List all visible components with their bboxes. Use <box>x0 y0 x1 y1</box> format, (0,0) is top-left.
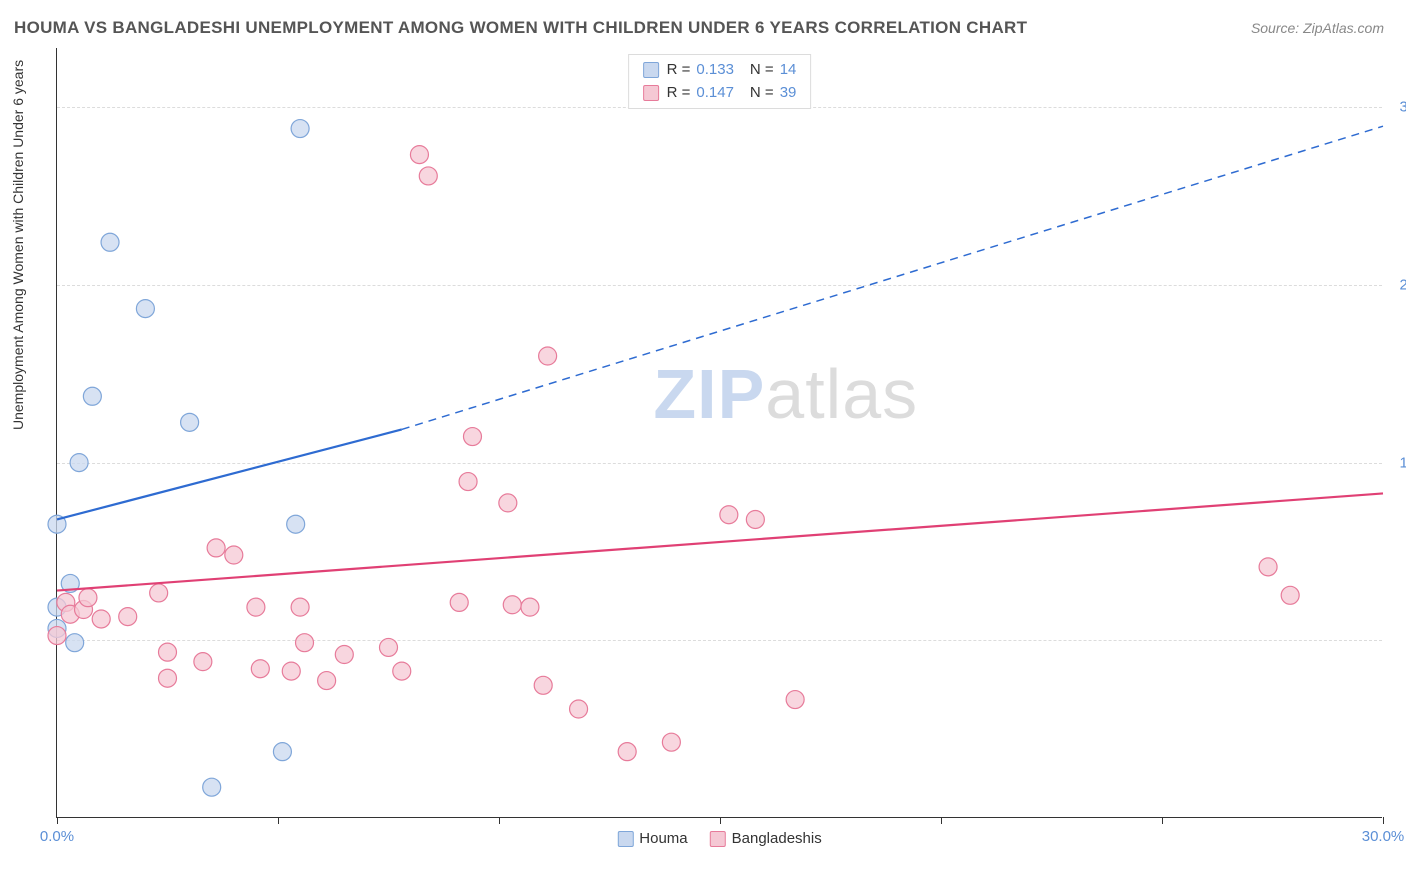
data-point <box>539 347 557 365</box>
swatch-bangladeshis-bottom <box>710 831 726 847</box>
x-tick <box>720 817 721 824</box>
y-tick-label: 22.5% <box>1387 276 1406 293</box>
data-point <box>499 494 517 512</box>
legend-label-houma: Houma <box>639 830 687 847</box>
data-point <box>410 146 428 164</box>
x-tick-label: 0.0% <box>40 828 74 845</box>
regression-line-extrapolated <box>402 126 1383 429</box>
data-point <box>194 653 212 671</box>
x-tick <box>499 817 500 824</box>
data-point <box>225 546 243 564</box>
regression-line <box>57 493 1383 590</box>
data-point <box>92 610 110 628</box>
data-point <box>282 662 300 680</box>
r-value-houma: 0.133 <box>696 59 734 82</box>
data-point <box>459 473 477 491</box>
swatch-houma <box>643 62 659 78</box>
y-axis-label: Unemployment Among Women with Children U… <box>10 60 26 430</box>
data-point <box>380 638 398 656</box>
data-point <box>318 672 336 690</box>
legend-label-bangladeshis: Bangladeshis <box>732 830 822 847</box>
data-point <box>136 300 154 318</box>
r-value-bangladeshis: 0.147 <box>696 82 734 105</box>
x-tick <box>1162 817 1163 824</box>
r-label: R = <box>667 82 691 105</box>
y-tick-label: 15.0% <box>1387 454 1406 471</box>
data-point <box>66 634 84 652</box>
n-value-bangladeshis: 39 <box>780 82 797 105</box>
data-point <box>203 778 221 796</box>
legend-item-houma: Houma <box>617 830 687 847</box>
x-tick <box>57 817 58 824</box>
data-point <box>181 413 199 431</box>
n-value-houma: 14 <box>780 59 797 82</box>
x-tick <box>1383 817 1384 824</box>
chart-title: HOUMA VS BANGLADESHI UNEMPLOYMENT AMONG … <box>14 18 1027 38</box>
data-point <box>159 669 177 687</box>
series-legend: Houma Bangladeshis <box>617 830 821 847</box>
data-point <box>618 743 636 761</box>
data-point <box>393 662 411 680</box>
chart-svg <box>57 48 1382 817</box>
data-point <box>150 584 168 602</box>
x-tick <box>941 817 942 824</box>
data-point <box>335 646 353 664</box>
data-point <box>70 454 88 472</box>
legend-item-bangladeshis: Bangladeshis <box>710 830 822 847</box>
data-point <box>419 167 437 185</box>
data-point <box>570 700 588 718</box>
data-point <box>83 387 101 405</box>
data-point <box>296 634 314 652</box>
data-point <box>287 515 305 533</box>
r-label: R = <box>667 59 691 82</box>
data-point <box>746 510 764 528</box>
y-tick-label: 7.5% <box>1387 632 1406 649</box>
data-point <box>159 643 177 661</box>
data-point <box>291 598 309 616</box>
data-point <box>251 660 269 678</box>
data-point <box>207 539 225 557</box>
swatch-houma-bottom <box>617 831 633 847</box>
x-tick-label: 30.0% <box>1362 828 1405 845</box>
data-point <box>119 608 137 626</box>
data-point <box>463 428 481 446</box>
correlation-legend: R = 0.133 N = 14 R = 0.147 N = 39 <box>628 54 812 109</box>
n-label: N = <box>750 59 774 82</box>
data-point <box>534 676 552 694</box>
data-point <box>503 596 521 614</box>
plot-area: ZIPatlas R = 0.133 N = 14 R = 0.147 N = … <box>56 48 1382 818</box>
source-attribution: Source: ZipAtlas.com <box>1251 20 1384 36</box>
y-tick-label: 30.0% <box>1387 99 1406 116</box>
data-point <box>662 733 680 751</box>
regression-line <box>57 429 402 519</box>
x-tick <box>278 817 279 824</box>
data-point <box>1281 586 1299 604</box>
data-point <box>291 120 309 138</box>
n-label: N = <box>750 82 774 105</box>
data-point <box>273 743 291 761</box>
data-point <box>786 691 804 709</box>
data-point <box>1259 558 1277 576</box>
legend-row-bangladeshis: R = 0.147 N = 39 <box>643 82 797 105</box>
data-point <box>521 598 539 616</box>
data-point <box>450 593 468 611</box>
data-point <box>48 627 66 645</box>
data-point <box>720 506 738 524</box>
data-point <box>247 598 265 616</box>
legend-row-houma: R = 0.133 N = 14 <box>643 59 797 82</box>
data-point <box>79 589 97 607</box>
swatch-bangladeshis <box>643 85 659 101</box>
data-point <box>101 233 119 251</box>
